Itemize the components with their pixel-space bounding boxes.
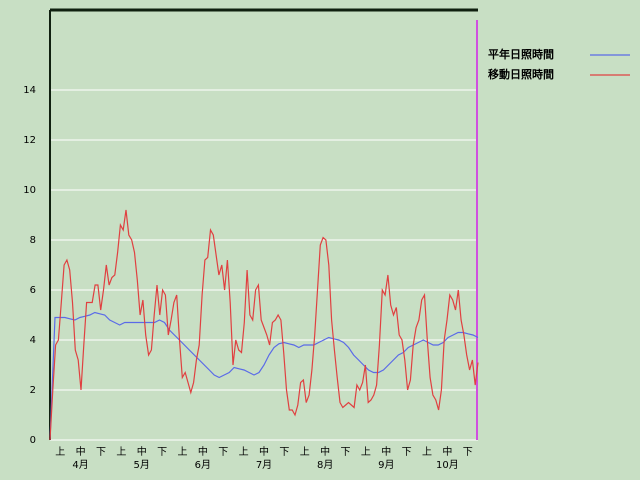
y-tick-label: 6 (30, 285, 36, 296)
y-tick-label: 4 (30, 335, 36, 346)
x-tick-label: 下 (279, 447, 289, 458)
y-tick-label: 0 (30, 435, 36, 446)
y-tick-label: 8 (30, 235, 36, 246)
x-tick-label: 中 (76, 445, 86, 458)
x-tick-label: 上 (55, 446, 65, 458)
series-line (49, 311, 479, 441)
legend-label: 平年日照時間 (488, 47, 554, 61)
y-tick-label: 12 (23, 135, 36, 146)
y-tick-label: 2 (30, 385, 36, 396)
x-tick-label: 上 (239, 446, 249, 458)
x-tick-label: 下 (218, 447, 228, 458)
x-tick-label: 下 (157, 447, 167, 458)
series-line (49, 209, 479, 441)
x-tick-label: 中 (198, 445, 208, 458)
x-tick-label: 下 (402, 447, 412, 458)
month-label: 8月 (317, 459, 333, 471)
x-tick-label: 上 (116, 446, 126, 458)
month-label: 5月 (134, 459, 150, 471)
x-tick-label: 中 (320, 445, 330, 458)
x-tick-label: 下 (341, 447, 351, 458)
x-tick-label: 上 (422, 446, 432, 458)
y-tick-label: 14 (23, 85, 36, 96)
x-tick-label: 中 (442, 445, 452, 458)
month-label: 4月 (72, 459, 88, 471)
x-tick-label: 上 (177, 446, 187, 458)
y-tick-label: 10 (23, 185, 36, 196)
month-label: 7月 (256, 459, 272, 471)
x-tick-label: 下 (463, 447, 473, 458)
x-tick-label: 下 (96, 447, 106, 458)
x-tick-label: 中 (381, 445, 391, 458)
legend-label: 移動日照時間 (488, 67, 554, 81)
x-tick-label: 上 (361, 446, 371, 458)
month-label: 9月 (378, 459, 394, 471)
month-label: 10月 (436, 459, 459, 471)
x-tick-label: 上 (300, 446, 310, 458)
x-tick-label: 中 (137, 445, 147, 458)
x-tick-label: 中 (259, 445, 269, 458)
month-label: 6月 (195, 459, 211, 471)
